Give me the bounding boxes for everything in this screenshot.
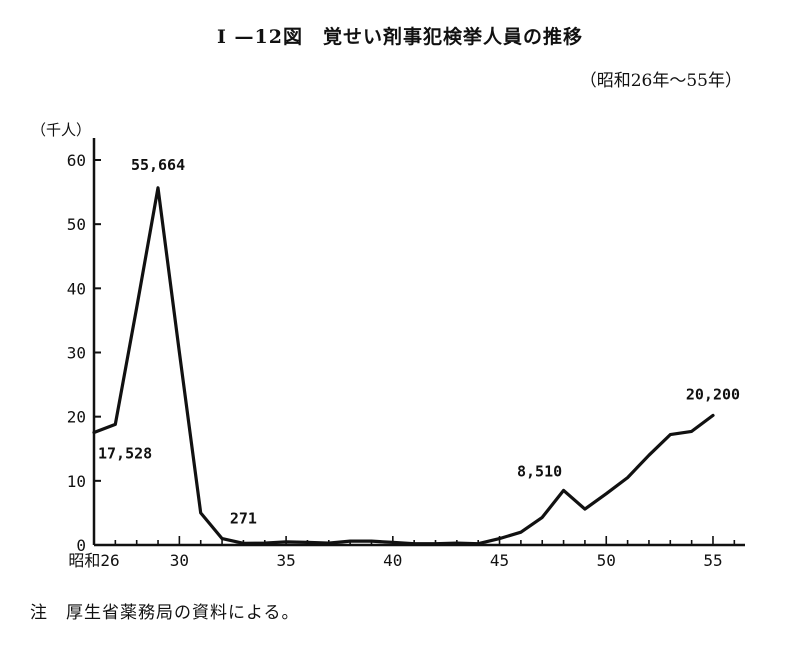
- chart-annotations: 55,664 17,528 271 8,510 20,200: [98, 156, 740, 527]
- y-tick-label: 40: [67, 279, 86, 298]
- x-tick-label: 45: [490, 551, 509, 570]
- footnote-text: 厚生省薬務局の資料による。: [66, 603, 300, 623]
- data-label: 17,528: [98, 445, 152, 463]
- data-label: 20,200: [686, 385, 740, 403]
- chart-title: I —12図 覚せい剤事犯検挙人員の推移: [217, 26, 583, 48]
- y-axis-unit-label: （千人）: [31, 121, 91, 139]
- x-tick-label: 55: [703, 551, 722, 570]
- y-tick-label: 60: [67, 151, 86, 170]
- series-line: [92, 186, 715, 546]
- y-tick-label: 30: [67, 344, 86, 363]
- data-label: 55,664: [131, 156, 185, 174]
- x-tick-label: 50: [597, 551, 616, 570]
- chart-axes: （千人）: [31, 121, 745, 547]
- chart-ticks: 0 10 20 30 40 50 60 昭和26 30 35 40 45 50 55: [67, 151, 736, 570]
- x-tick-label: 35: [276, 551, 295, 570]
- y-tick-label: 0: [76, 536, 86, 555]
- data-label: 8,510: [517, 462, 562, 480]
- chart-series: [92, 186, 715, 546]
- y-tick-label: 20: [67, 408, 86, 427]
- x-tick-label: 昭和26: [68, 551, 119, 570]
- x-tick-label: 30: [170, 551, 189, 570]
- y-tick-label: 10: [67, 472, 86, 491]
- footnote: 注厚生省薬務局の資料による。: [30, 598, 300, 623]
- data-label: 271: [230, 509, 257, 527]
- footnote-prefix: 注: [30, 603, 48, 623]
- y-tick-label: 50: [67, 215, 86, 234]
- chart-subtitle: （昭和26年～55年）: [579, 71, 742, 91]
- x-tick-label: 40: [383, 551, 402, 570]
